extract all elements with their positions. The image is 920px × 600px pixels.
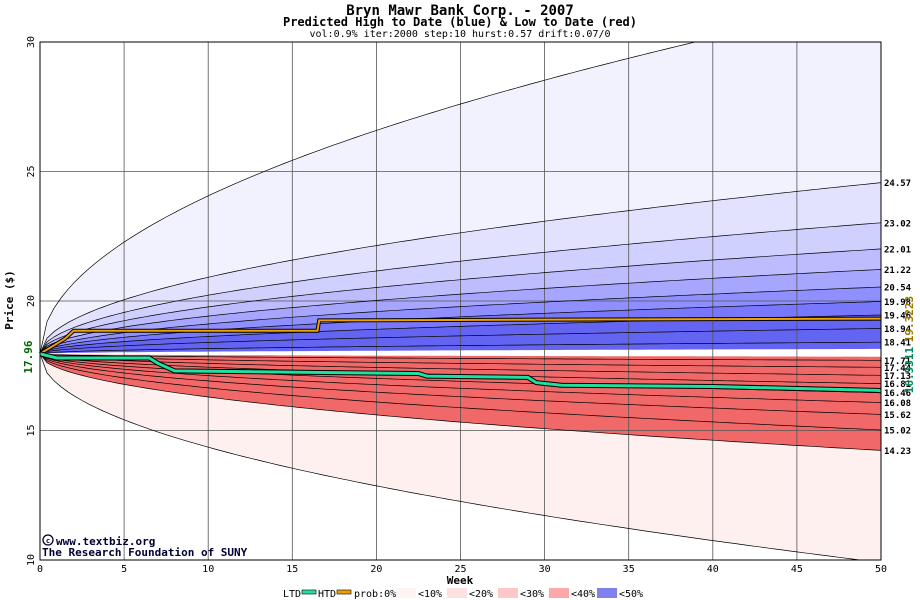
- copyright-icon: [42, 534, 54, 546]
- chart-title: Bryn Mawr Bank Corp. - 2007: [346, 3, 574, 19]
- upper-band-2: [40, 222, 881, 354]
- band-boundary-line: [40, 353, 881, 403]
- y-tick-label: 10: [26, 554, 37, 566]
- legend-swatch-10: [447, 588, 467, 598]
- band-boundary-line: [40, 353, 881, 376]
- band-level-label: 23.02: [884, 219, 911, 229]
- copyright-icon-glyph: c: [46, 537, 50, 545]
- band-boundary-line: [40, 353, 864, 560]
- ltd-line: [39, 352, 882, 393]
- band-boundary-line: [40, 269, 881, 355]
- credit-org: The Research Foundation of SUNY: [42, 546, 248, 559]
- plot-frame: [39, 41, 882, 561]
- chart-params: vol:0.9% iter:2000 step:10 hurst:0.57 dr…: [309, 29, 610, 40]
- chart-subtitle: Predicted High to Date (blue) & Low to D…: [283, 15, 637, 29]
- band-boundary-line: [40, 353, 881, 361]
- x-tick-label: 10: [202, 564, 214, 575]
- band-level-label: 16.08: [884, 399, 911, 409]
- y-tick-label: 25: [26, 165, 37, 177]
- band-boundary-line: [40, 248, 881, 355]
- ltd-final-label: 16.5311: [903, 346, 916, 393]
- legend-ltd-swatch: [301, 589, 317, 595]
- x-tick-label: 20: [370, 564, 382, 575]
- y-tick-label: 30: [26, 36, 37, 48]
- upper-band-5: [40, 287, 881, 354]
- band-boundary-line: [40, 222, 881, 354]
- x-tick-label: 5: [121, 564, 127, 575]
- band-boundary-line: [40, 341, 881, 355]
- htd-line: [39, 317, 882, 355]
- band-level-label: 16.81: [884, 380, 911, 390]
- band-level-label: 17.71: [884, 357, 911, 367]
- band-boundary-line: [40, 328, 881, 355]
- start-price-label: 17.96: [22, 340, 35, 373]
- upper-band-3: [40, 248, 881, 354]
- band-boundary-line: [40, 182, 881, 354]
- legend-prob: prob:0%: [354, 589, 396, 600]
- legend-htd-swatch: [336, 589, 352, 595]
- upper-band-4: [40, 269, 881, 354]
- credits: c www.textbiz.org The Research Foundatio…: [42, 534, 248, 559]
- band-boundary-line: [40, 42, 697, 354]
- x-tick-label: 45: [791, 564, 803, 575]
- band-level-label: 20.54: [884, 284, 912, 294]
- legend-50: <50%: [619, 589, 643, 600]
- legend-swatch-0: [396, 588, 416, 598]
- x-tick-label: 50: [875, 564, 887, 575]
- legend-swatch-30: [549, 588, 569, 598]
- legend-20: <20%: [469, 589, 493, 600]
- band-level-label: 14.23: [884, 447, 911, 457]
- band-boundary-line: [40, 353, 881, 415]
- legend-40: <40%: [571, 589, 595, 600]
- band-boundary-line: [40, 353, 881, 368]
- x-tick-label: 40: [707, 564, 719, 575]
- grid-lines: [40, 42, 881, 560]
- band-boundary-line: [40, 353, 881, 451]
- y-tick-label: 20: [26, 295, 37, 307]
- legend-swatch-20: [498, 588, 518, 598]
- series-lines: [38, 316, 882, 394]
- band-level-label: 17.13: [884, 372, 911, 382]
- band-level-label: 22.01: [884, 245, 911, 255]
- legend-swatch-40: [597, 588, 617, 598]
- band-boundaries: [40, 42, 881, 560]
- x-axis-label: Week: [447, 574, 474, 587]
- upper-band-1: [40, 182, 881, 354]
- band-level-label: 18.41: [884, 339, 911, 349]
- legend: LTD HTD prob:0% <10% <20% <30% <40% <50%: [283, 588, 643, 600]
- x-tick-label: 0: [37, 564, 43, 575]
- htd-final-label: 19.3223: [903, 296, 916, 342]
- x-tick-labels: 0 5 10 15 20 25 30 35 40 45 50: [37, 564, 887, 575]
- x-tick-label: 15: [286, 564, 298, 575]
- legend-ltd: LTD: [283, 589, 301, 600]
- band-level-label: 21.22: [884, 266, 911, 276]
- band-level-label: 24.57: [884, 179, 911, 189]
- credit-site: www.textbiz.org: [56, 535, 155, 548]
- x-tick-label: 30: [539, 564, 551, 575]
- upper-band-6: [40, 301, 881, 354]
- y-tick-label: 15: [26, 424, 37, 436]
- band-level-label: 17.44: [884, 364, 912, 374]
- band-level-label: 16.46: [884, 389, 911, 399]
- y-axis-label: Price ($): [3, 270, 16, 330]
- band-level-label: 19.46: [884, 311, 911, 321]
- y-tick-labels: 10 15 20 25 30: [26, 36, 37, 566]
- band-level-labels: 24.57 23.02 22.01 21.22 20.54 19.98 19.46 18.94…: [884, 179, 912, 457]
- band-level-label: 19.98: [884, 298, 911, 308]
- legend-10: <10%: [418, 589, 442, 600]
- band-level-label: 15.02: [884, 426, 911, 436]
- band-boundary-line: [40, 353, 881, 431]
- legend-30: <30%: [520, 589, 544, 600]
- band-level-label: 15.62: [884, 411, 911, 421]
- x-tick-label: 25: [454, 564, 466, 575]
- x-tick-label: 35: [623, 564, 635, 575]
- band-boundary-line: [40, 286, 881, 355]
- legend-htd: HTD: [318, 589, 336, 600]
- band-level-label: 18.94: [884, 325, 912, 335]
